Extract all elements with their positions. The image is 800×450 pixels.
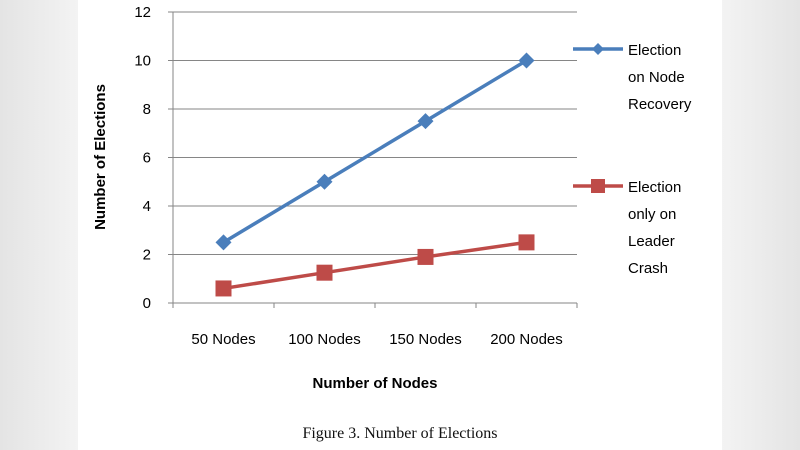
legend-square-marker <box>591 179 605 193</box>
gridlines <box>173 11 577 255</box>
y-tick-labels: 0 2 4 6 8 10 12 <box>134 4 173 312</box>
legend-label: Election <box>628 42 681 59</box>
x-tick-labels: 50 Nodes 100 Nodes 150 Nodes 200 Nodes <box>172 303 578 348</box>
y-tick-label: 8 <box>143 101 151 118</box>
y-tick-label: 12 <box>134 4 151 21</box>
legend-label: Election <box>628 179 681 196</box>
legend-label: on Node <box>628 69 685 86</box>
y-tick-label: 6 <box>143 150 151 167</box>
right-margin-shade <box>722 0 800 450</box>
x-tick-label: 150 Nodes <box>389 331 462 348</box>
left-margin-shade <box>0 0 78 450</box>
diamond-marker <box>215 234 232 251</box>
diamond-marker <box>518 52 535 69</box>
legend-label: only on <box>628 206 676 223</box>
x-tick-label: 50 Nodes <box>191 331 255 348</box>
series-line-2 <box>223 240 527 291</box>
series-line-1 <box>222 58 528 244</box>
y-tick-label: 0 <box>143 295 151 312</box>
square-marker <box>215 280 232 297</box>
series-lines <box>215 52 535 297</box>
legend-label: Crash <box>628 260 668 277</box>
diamond-marker <box>417 113 434 130</box>
square-marker <box>518 234 535 251</box>
legend-diamond-marker <box>592 43 604 55</box>
y-tick-label: 4 <box>143 198 151 215</box>
square-marker <box>316 264 333 281</box>
diamond-marker <box>316 173 333 190</box>
figure-paper <box>78 0 722 450</box>
x-tick-label: 200 Nodes <box>490 331 563 348</box>
figure-caption: Figure 3. Number of Elections <box>302 425 498 442</box>
legend: Election on Node Recovery Election only on Le… <box>573 42 692 277</box>
x-axis-title: Number of Nodes <box>312 375 437 392</box>
y-axis-title: Number of Elections <box>92 84 109 230</box>
y-tick-label: 2 <box>143 247 151 264</box>
legend-label: Recovery <box>628 96 692 113</box>
x-tick-label: 100 Nodes <box>288 331 361 348</box>
y-tick-label: 10 <box>134 53 151 70</box>
legend-label: Leader <box>628 233 675 250</box>
square-marker <box>417 248 434 265</box>
